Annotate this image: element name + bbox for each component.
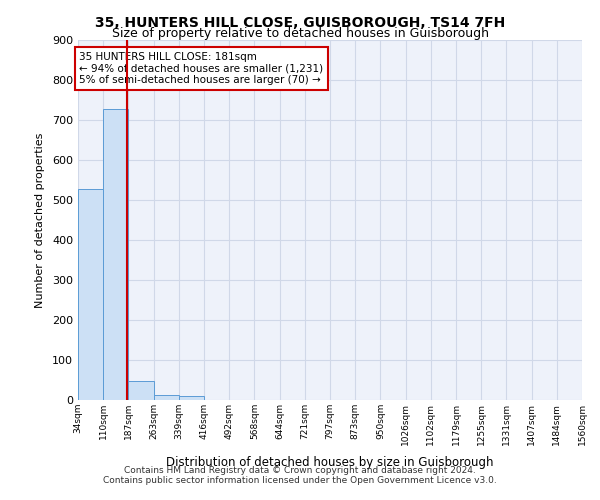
Bar — [78, 189, 103, 400]
Text: Contains HM Land Registry data © Crown copyright and database right 2024.
Contai: Contains HM Land Registry data © Crown c… — [103, 466, 497, 485]
Y-axis label: Number of detached properties: Number of detached properties — [35, 132, 45, 308]
Bar — [154, 395, 179, 400]
X-axis label: Distribution of detached houses by size in Guisborough: Distribution of detached houses by size … — [166, 456, 494, 469]
Bar — [128, 381, 154, 400]
Text: 35, HUNTERS HILL CLOSE, GUISBOROUGH, TS14 7FH: 35, HUNTERS HILL CLOSE, GUISBOROUGH, TS1… — [95, 16, 505, 30]
Bar — [179, 396, 204, 400]
Text: 35 HUNTERS HILL CLOSE: 181sqm
← 94% of detached houses are smaller (1,231)
5% of: 35 HUNTERS HILL CLOSE: 181sqm ← 94% of d… — [79, 52, 323, 85]
Text: Size of property relative to detached houses in Guisborough: Size of property relative to detached ho… — [112, 26, 488, 40]
Bar — [103, 109, 128, 400]
